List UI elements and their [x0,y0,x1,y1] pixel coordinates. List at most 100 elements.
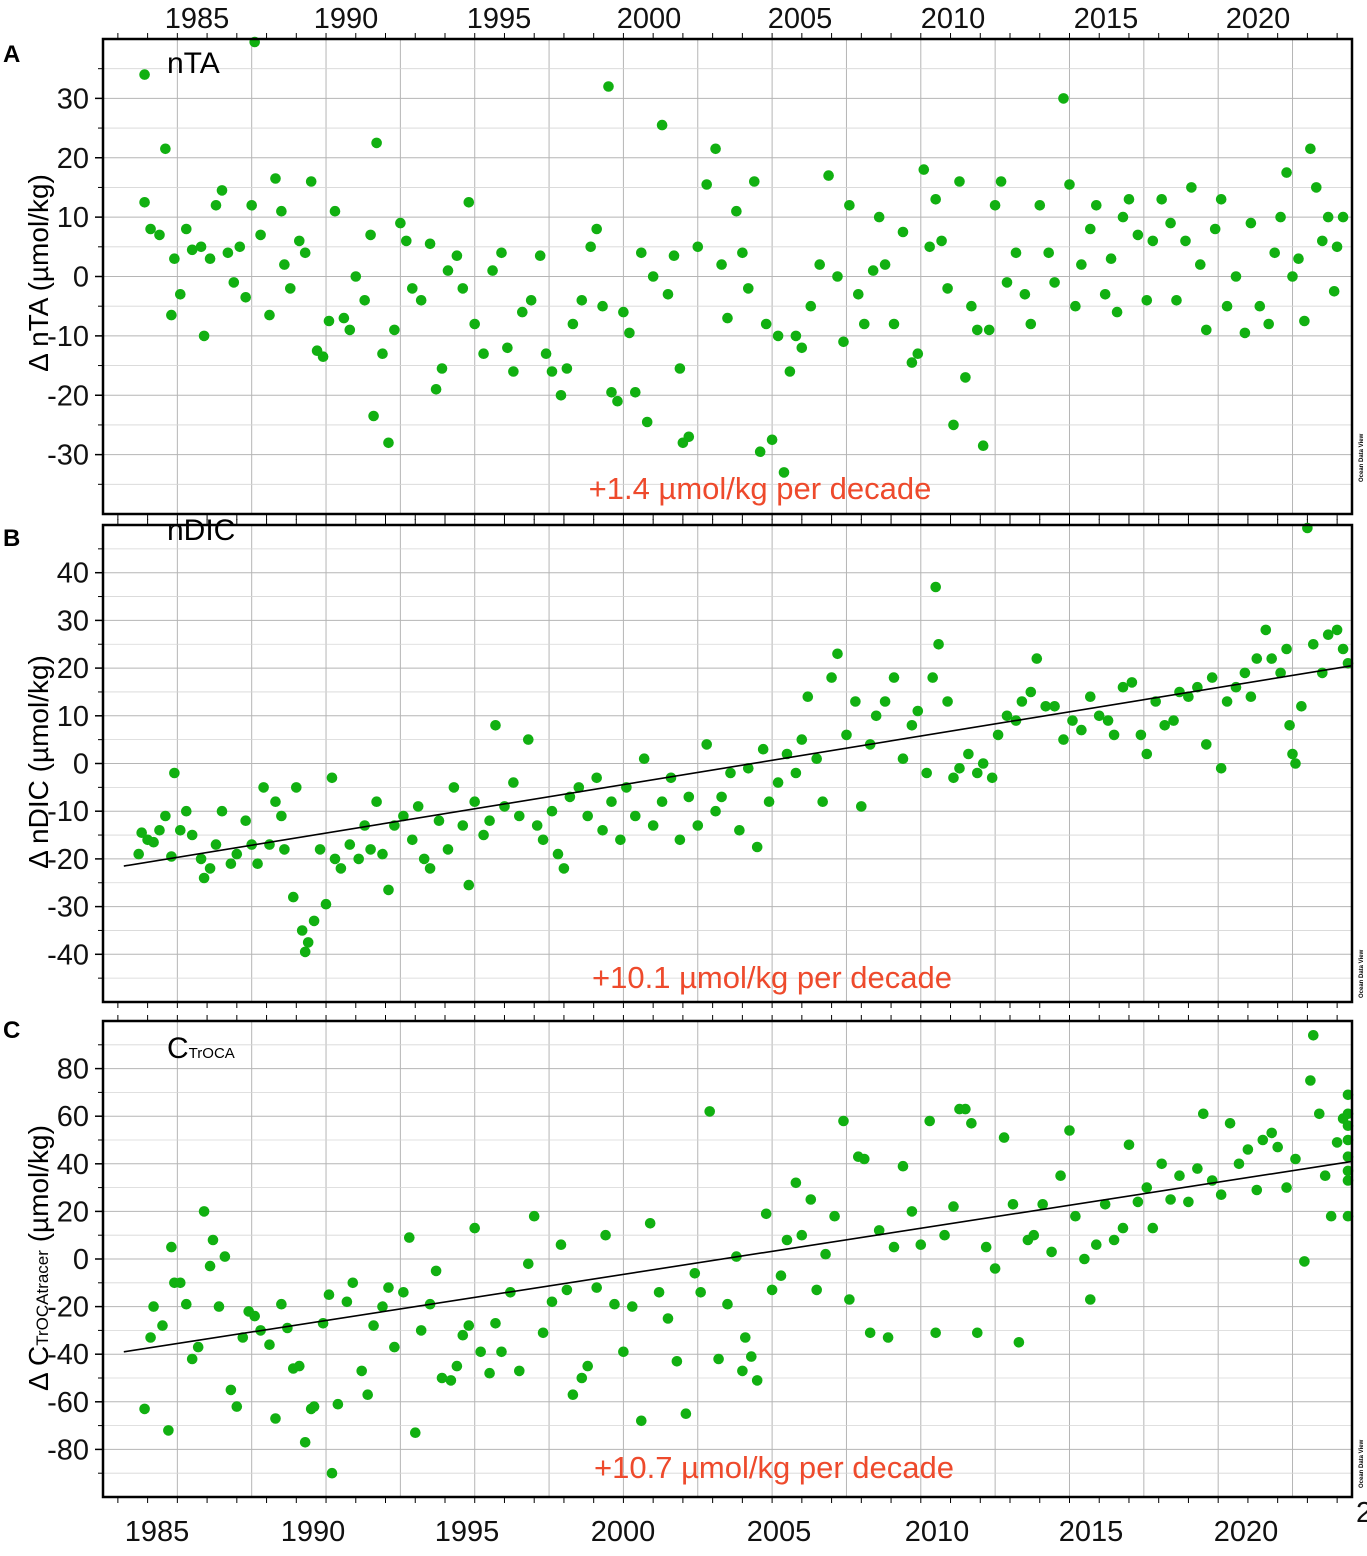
data-point [1019,289,1031,300]
data-point [288,891,299,903]
data-point [966,300,977,312]
y-tick-label: 10 [57,701,89,733]
data-point [389,324,400,336]
data-point [240,815,251,826]
data-point [154,229,165,241]
data-point [398,810,409,822]
data-point [817,796,828,807]
data-point [166,309,177,321]
data-point [850,696,861,707]
odv-credit: Ocean Data View [1359,1439,1365,1488]
data-point [1251,653,1263,664]
data-point [636,247,647,259]
data-point [377,1301,388,1312]
data-point [299,946,311,958]
data-point [216,185,228,196]
data-point [1281,1182,1292,1193]
data-point [537,1327,549,1339]
data-point [204,253,216,264]
x-tick-label: 2015 [1059,1516,1124,1548]
top-x-axis-labels: 1985 1990 1995 2000 2005 2010 2015 2020 [165,3,1291,35]
data-point [1245,217,1257,229]
data-point [225,858,237,869]
data-point [561,363,573,374]
data-point [204,1260,216,1272]
data-point [906,357,918,368]
data-point [1147,1222,1159,1234]
data-point [436,363,448,374]
data-point [1317,235,1328,247]
data-point [1007,1199,1019,1210]
data-point [636,1415,647,1427]
data-point [523,1258,534,1270]
data-point [600,1229,611,1241]
data-point [867,265,879,276]
y-tick-label: -10 [47,796,89,828]
data-point [157,1320,168,1331]
data-point [270,796,281,807]
data-point [401,235,412,247]
data-point [1230,271,1242,282]
data-point [314,844,326,855]
x-tick-label: 1995 [435,1516,500,1548]
y-tick-label: -40 [47,1339,89,1371]
data-point [1284,720,1295,731]
data-point [1331,1137,1343,1148]
data-point [1171,295,1182,306]
data-point [377,848,388,860]
data-point [252,858,263,869]
data-point [1186,182,1197,193]
data-point [175,825,186,836]
data-point [820,1248,831,1260]
data-point [517,306,528,318]
data-point [451,250,463,261]
data-point [701,179,712,190]
data-point [404,1232,415,1243]
x-tick-label: 1985 [125,1516,190,1548]
data-point [442,265,454,276]
data-point [972,767,983,779]
data-point [772,777,784,788]
data-point [175,289,186,300]
data-point [582,810,593,822]
data-point [1067,715,1078,726]
data-point [323,1289,335,1300]
data-point [195,241,207,253]
data-point [1102,715,1114,726]
data-point [148,1301,159,1312]
data-point [323,315,335,327]
data-point [754,446,766,458]
y-tick-label: -60 [47,1387,89,1419]
panel-letter: C [3,1017,20,1044]
data-point [356,1365,368,1377]
data-point [1058,93,1069,104]
data-point [1055,1170,1066,1181]
x-tick-label: 2015 [1074,3,1139,35]
data-point [1070,1210,1081,1222]
data-point [597,300,608,312]
data-point [1031,653,1043,664]
trend-annotation: +10.7 µmol/kg per decade [594,1450,954,1485]
data-point [546,366,558,377]
data-point [317,351,329,363]
data-point [291,782,302,793]
data-point [1025,318,1037,330]
data-point [1132,1196,1144,1208]
data-point [841,729,852,741]
data-point [344,324,356,336]
data-point [1037,1199,1048,1210]
data-point [145,223,156,235]
data-point [139,69,150,80]
data-point [811,753,822,764]
data-point [1311,182,1322,193]
data-point [264,1339,275,1350]
data-point [1331,624,1343,636]
data-point [329,205,341,217]
data-point [424,238,436,250]
data-point [496,247,507,259]
data-point [424,863,436,874]
y-axis-label-units: (µmol/kg) [23,1125,54,1250]
trend-annotation: +1.4 µmol/kg per decade [589,471,932,506]
data-point [1342,1134,1354,1146]
x-tick-label: 1995 [467,3,532,35]
